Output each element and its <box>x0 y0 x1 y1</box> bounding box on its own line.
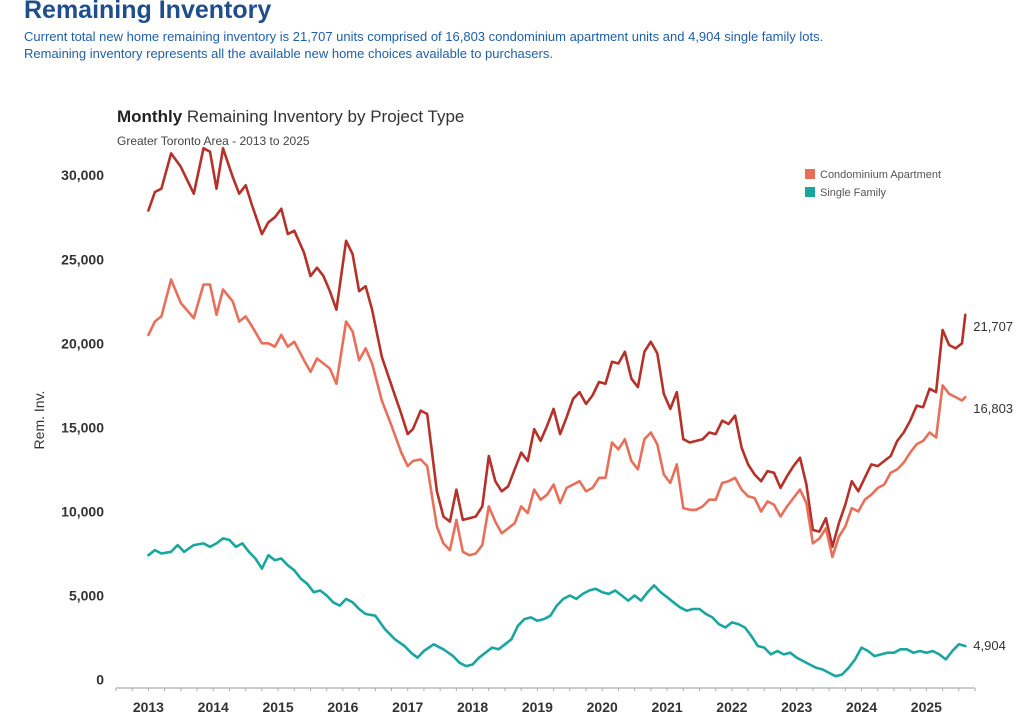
x-tick-label: 2019 <box>522 699 553 715</box>
legend-label: Single Family <box>820 187 887 199</box>
y-tick-label: 25,000 <box>61 251 104 267</box>
chart-axes: 2013 2014 2015 2016 2017 2018 2019 2020 2021 2022… <box>31 167 976 715</box>
description-line-1: Current total new home remaining invento… <box>24 29 824 44</box>
y-tick-label: 10,000 <box>61 503 104 519</box>
page-title: Remaining Inventory <box>24 0 272 24</box>
chart-title-rest: Remaining Inventory by Project Type <box>186 107 465 126</box>
end-label-single: 4,904 <box>973 638 1006 653</box>
y-tick-label: 30,000 <box>61 167 104 183</box>
legend-label: Condominium Apartment <box>820 169 941 181</box>
series-line-single-family <box>147 537 967 678</box>
chart-end-labels: 21,707 16,803 4,904 <box>973 319 1013 653</box>
x-tick-label: 2013 <box>133 699 164 715</box>
series-line-condominium-apartment <box>147 278 967 559</box>
x-tick-label: 2023 <box>781 699 812 715</box>
description-line-2: Remaining inventory represents all the a… <box>24 46 553 61</box>
x-tick-label: 2018 <box>457 699 488 715</box>
x-tick-label: 2022 <box>716 699 747 715</box>
chart-title: Monthly Remaining Inventory by Project T… <box>117 107 464 127</box>
x-tick-label: 2014 <box>198 699 229 715</box>
y-tick-label: 20,000 <box>61 335 104 351</box>
y-tick-label: 0 <box>96 672 104 688</box>
chart-series <box>147 147 967 678</box>
x-tick-label: 2024 <box>846 699 877 715</box>
y-tick-label: 15,000 <box>61 419 104 435</box>
y-tick-label: 5,000 <box>69 588 104 604</box>
series-line-total <box>147 147 967 549</box>
x-tick-label: 2015 <box>262 699 293 715</box>
x-tick-label: 2021 <box>651 699 682 715</box>
end-label-total: 21,707 <box>973 319 1013 334</box>
x-tick-label: 2025 <box>911 699 942 715</box>
legend-swatch <box>805 187 815 197</box>
end-label-condo: 16,803 <box>973 401 1013 416</box>
x-tick-label: 2020 <box>587 699 618 715</box>
legend-swatch <box>805 169 815 179</box>
x-tick-label: 2016 <box>327 699 358 715</box>
x-tick-label: 2017 <box>392 699 423 715</box>
chart-title-bold: Monthly <box>117 107 183 126</box>
chart-legend: Condominium Apartment Single Family <box>805 169 941 199</box>
y-axis-label: Rem. Inv. <box>31 391 47 450</box>
chart-subtitle: Greater Toronto Area - 2013 to 2025 <box>117 134 310 148</box>
